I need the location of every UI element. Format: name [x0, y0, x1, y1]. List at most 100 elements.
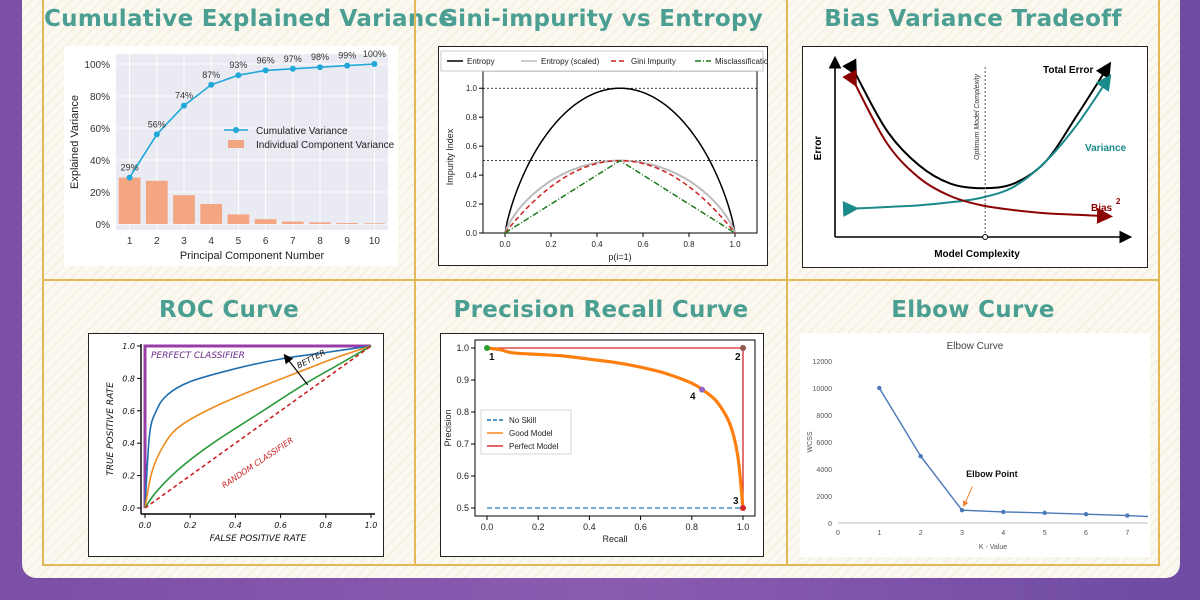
point-cumulative [153, 131, 160, 138]
bar-individual [145, 180, 168, 224]
point-cumulative [235, 72, 242, 79]
pr-point [740, 505, 746, 511]
panel-gini: 0.0 0.2 0.4 0.6 0.8 1.0 0.0 0.2 0.4 0.6 0.8 1.0 Entr… [438, 46, 793, 266]
x-tick-label: 0.4 [229, 521, 242, 530]
label-total-error: Total Error [1043, 65, 1093, 76]
y-tick-label: 0.6 [456, 471, 469, 481]
label-bias-superscript: 2 [1116, 197, 1121, 206]
x-tick-label: 0.2 [184, 521, 197, 530]
y-tick-label: 80% [90, 92, 110, 103]
x-tick-label: 0.6 [634, 522, 647, 532]
bar-individual [309, 222, 331, 224]
x-tick-label: 2 [154, 236, 160, 247]
y-tick-label: 1.0 [466, 84, 478, 93]
y-tick-label: 0.8 [122, 374, 135, 383]
panel-elbow: Elbow Curve 0 2000 4000 6000 8000 10000 12000 0 1… [800, 333, 1150, 557]
chart-bias: Optimum Model Complexity Total Error Varia… [813, 55, 1133, 260]
x-axis-label: Principal Component Number [180, 250, 325, 262]
label-random: RANDOM CLASSIFIER [220, 436, 295, 491]
x-tick-label: 0.8 [319, 521, 332, 530]
legend-box [440, 50, 764, 72]
data-label: 56% [148, 119, 166, 129]
optimum-label: Optimum Model Complexity [974, 74, 981, 160]
chart-roc: 0.0 0.2 0.4 0.6 0.8 1.0 0.0 0.2 0.4 0.6 0.8 1.0 PERF… [106, 342, 377, 544]
y-tick-label: 0.9 [456, 375, 469, 385]
plot-frame [474, 339, 756, 517]
point-cumulative [262, 67, 269, 74]
bar-individual [200, 204, 223, 224]
point-cumulative [317, 64, 323, 71]
title-bias: Bias Variance Tradeoff [824, 6, 1122, 32]
x-tick-label: 6 [263, 236, 269, 247]
bar-individual [173, 195, 195, 224]
elbow-point [1042, 510, 1047, 516]
y-tick-label: 0.0 [466, 229, 478, 238]
chart-pca: 0% 20% 40% 60% 80% 100% 1 2 3 4 5 6 7 8 9 10 29% 56% 74% 87… [69, 49, 395, 262]
cell-gini: Gini-impurity vs Entropy 0.0 0.2 0.4 0.6 0.8… [414, 0, 793, 281]
bar-individual [227, 214, 250, 224]
cell-pr: Precision Recall Curve 0.0 0.2 0.4 0.6 0.8 1.… [414, 279, 788, 566]
series-line [842, 69, 1113, 224]
plot-frame [482, 70, 758, 234]
elbow-point [959, 507, 965, 513]
y-axis-label: Explained Variance [69, 95, 81, 189]
legend-label: No Skill [509, 416, 536, 425]
y-tick-label: 0.2 [122, 472, 135, 481]
x-tick-label: 1.0 [737, 522, 750, 532]
point-label: 1 [489, 352, 495, 363]
elbow-point [1125, 513, 1130, 518]
data-label: 93% [229, 60, 247, 70]
chart-pr: 0.0 0.2 0.4 0.6 0.8 1.0 0.5 0.6 0.7 0.8 0.9 1.0 1 2 3 4… [443, 339, 756, 544]
title-elbow: Elbow Curve [891, 297, 1055, 323]
y-tick-label: 0 [828, 521, 832, 528]
series-line [504, 87, 736, 234]
y-tick-label: 0.4 [122, 439, 135, 448]
x-tick-label: 1.0 [729, 240, 741, 249]
elbow-annotation: Elbow Point [966, 469, 1018, 479]
roc-line [144, 345, 372, 509]
legend-label: Good Model [509, 429, 553, 438]
y-tick-label: 4000 [816, 467, 832, 474]
legend-label: Entropy (scaled) [541, 57, 600, 66]
y-tick-label: 40% [90, 156, 110, 167]
roc-line [144, 345, 372, 509]
cell-elbow: Elbow Curve Elbow Curve 0 2000 4000 6000 8000… [786, 279, 1160, 566]
panel-pr: 0.0 0.2 0.4 0.6 0.8 1.0 0.5 0.6 0.7 0.8 0.9 1.0 1 2 3 4… [440, 333, 764, 557]
bar-individual [363, 223, 386, 224]
x-tick-label: 0.6 [274, 521, 287, 530]
better-arrow [283, 353, 309, 386]
infographic-sheet: Cumulative Explained Variance 0% 20% 40% 60… [22, 0, 1180, 578]
roc-line [144, 345, 372, 509]
y-tick-label: 8000 [816, 413, 832, 420]
x-tick-label: 0.6 [637, 240, 649, 249]
y-tick-label: 1.0 [122, 342, 135, 351]
elbow-point [1083, 512, 1089, 517]
x-axis-label: p(i=1) [608, 252, 631, 262]
x-tick-label: 4 [1001, 530, 1005, 537]
point-cumulative [126, 174, 133, 181]
x-axis-label: K - Value [979, 544, 1007, 551]
x-axis-label: Recall [602, 534, 627, 544]
y-tick-label: 0.6 [122, 407, 135, 416]
pr-point [699, 386, 706, 393]
series-line [842, 58, 1112, 190]
roc-line [144, 345, 372, 509]
data-label: 87% [202, 70, 220, 80]
label-variance: Variance [1085, 143, 1127, 154]
legend-swatch-point [233, 127, 239, 133]
plot-bg [800, 333, 1150, 557]
data-label: 74% [175, 91, 193, 101]
x-tick-label: 6 [1084, 530, 1088, 537]
cell-roc: ROC Curve 0.0 0.2 0.4 0.6 0.8 1.0 0.0 0.2 0.4 0.6… [42, 279, 416, 566]
x-tick-label: 1 [877, 530, 881, 537]
x-tick-label: 0.2 [545, 240, 557, 249]
y-tick-label: 100% [84, 60, 110, 71]
x-tick-label: 5 [236, 236, 242, 247]
roc-line [143, 344, 371, 508]
y-axis-label: WCSS [807, 431, 814, 452]
x-tick-label: 0.8 [686, 522, 699, 532]
label-bias: Bias [1091, 203, 1113, 214]
series-line [504, 159, 736, 234]
x-tick-label: 10 [369, 236, 381, 247]
y-tick-label: 0.8 [466, 113, 478, 122]
